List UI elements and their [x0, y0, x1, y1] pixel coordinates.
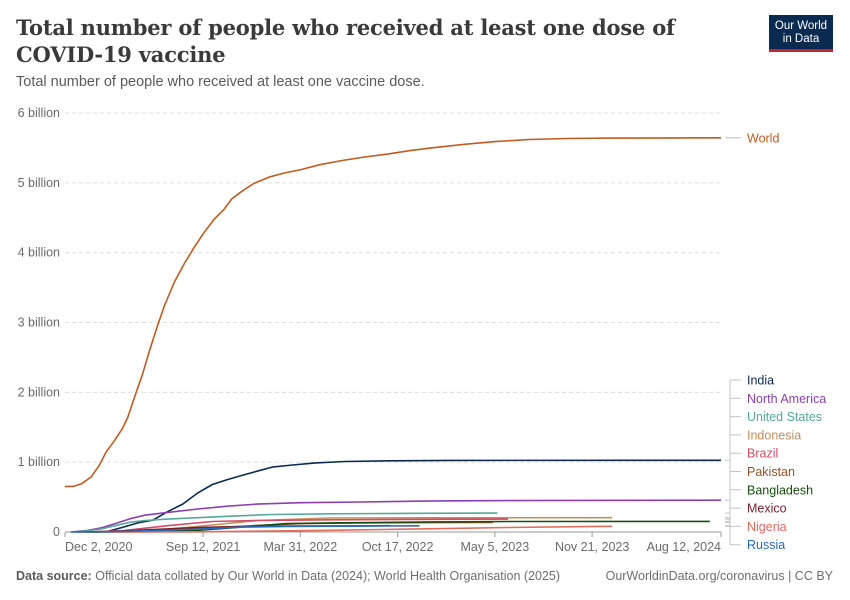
legend-connector	[725, 489, 741, 522]
y-tick-label: 1 billion	[18, 455, 60, 469]
legend-connector	[725, 471, 741, 523]
legend-label-nigeria: Nigeria	[747, 520, 787, 534]
y-tick-label: 0	[53, 525, 60, 539]
y-tick-label: 4 billion	[18, 246, 60, 260]
series-line-north-america	[70, 499, 722, 533]
line-chart: 0 1 billion 2 billion 3 billion 4 billion 5 b…	[18, 106, 827, 554]
series-line-russia	[71, 525, 420, 533]
x-tick-label: Mar 31, 2022	[264, 540, 338, 554]
legend-label-world: World	[747, 131, 779, 145]
logo-line-1: Our World	[774, 20, 828, 32]
chart-title: Total number of people who received at l…	[16, 15, 675, 67]
logo-line-2: in Data	[782, 33, 820, 45]
series-line-bangladesh	[92, 520, 710, 533]
legend-label-indonesia: Indonesia	[747, 428, 801, 442]
series-line-united-states	[70, 512, 498, 533]
x-tick-label: Aug 12, 2024	[647, 540, 721, 554]
y-tick-label: 5 billion	[18, 176, 60, 190]
series-line-world	[64, 137, 722, 488]
legend-connector	[725, 452, 741, 520]
legend-connector	[725, 416, 741, 514]
legend-label-india: India	[747, 374, 774, 388]
x-tick-label: May 5, 2023	[460, 540, 529, 554]
source-text: Official data collated by Our World in D…	[95, 569, 561, 583]
y-tick-label: 3 billion	[18, 316, 60, 330]
legend-label-bangladesh: Bangladesh	[747, 483, 813, 497]
source-label: Data source:	[16, 569, 92, 583]
legend-connector	[725, 525, 741, 546]
chart-subtitle: Total number of people who received at l…	[16, 74, 425, 90]
legend-label-russia: Russia	[747, 538, 785, 552]
x-tick-label: Sep 12, 2021	[166, 540, 240, 554]
x-tick-label: Nov 21, 2023	[555, 540, 629, 554]
legend-label-north-america: North America	[747, 392, 826, 406]
series-line-brazil	[87, 518, 509, 533]
legend-label-mexico: Mexico	[747, 502, 787, 516]
legend-label-pakistan: Pakistan	[747, 465, 795, 479]
series-line-india	[86, 459, 722, 533]
x-tick-label: Oct 17, 2022	[362, 540, 434, 554]
footer-credit-link[interactable]: OurWorldinData.org/coronavirus | CC BY	[605, 569, 833, 583]
y-tick-label: 6 billion	[18, 106, 60, 120]
legend-label-united-states: United States	[747, 410, 822, 424]
legend-connector	[725, 507, 741, 527]
legend-label-brazil: Brazil	[747, 447, 778, 461]
series-line-nigeria	[110, 525, 613, 533]
owid-logo[interactable]: Our World in Data	[769, 15, 833, 52]
y-tick-label: 2 billion	[18, 385, 60, 399]
legend-connector	[725, 397, 741, 501]
legend-connector	[725, 434, 741, 519]
footer: Data source: Official data collated by O…	[16, 569, 833, 583]
x-tick-label: Dec 2, 2020	[65, 540, 132, 554]
legend-connector	[725, 379, 741, 461]
